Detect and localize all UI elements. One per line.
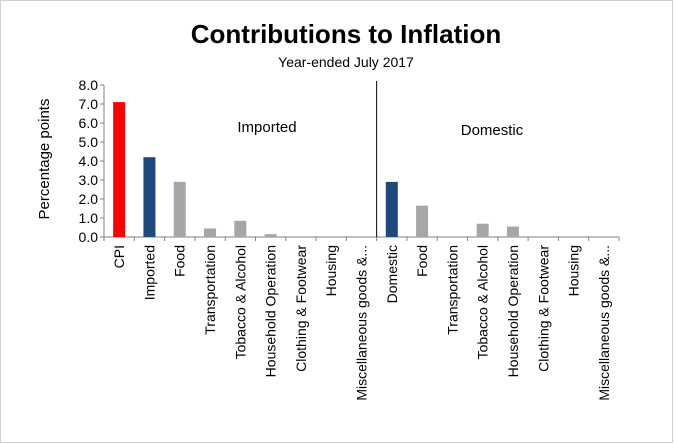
bar <box>143 157 156 237</box>
bar <box>234 220 247 237</box>
y-tick-label: 7.0 <box>79 96 99 112</box>
x-tick-label: Transportation <box>444 245 460 335</box>
x-tick-label: Miscellaneous goods &... <box>354 245 370 401</box>
x-tick-label: Housing <box>323 245 339 296</box>
x-tick-label: CPI <box>111 245 127 268</box>
bar <box>173 181 186 237</box>
chart-title: Contributions to Inflation <box>191 19 502 49</box>
bar <box>113 102 126 237</box>
x-tick-label: Food <box>414 245 430 277</box>
bar <box>506 226 519 237</box>
x-tick-label: Clothing & Footwear <box>293 245 309 372</box>
x-tick-label: Miscellaneous goods &... <box>596 245 612 401</box>
chart-subtitle: Year-ended July 2017 <box>278 54 414 70</box>
x-tick-label: Tobacco & Alcohol <box>475 245 491 359</box>
x-tick-label: Household Operation <box>263 245 279 377</box>
axes <box>103 85 620 241</box>
x-tick-label: Clothing & Footwear <box>535 245 551 372</box>
category-labels: CPI Imported Food Transportation Tobacco & A… <box>111 245 612 401</box>
y-tick-label: 3.0 <box>79 172 99 188</box>
bar <box>385 181 398 237</box>
y-tick-label: 4.0 <box>79 153 99 169</box>
x-tick-label: Domestic <box>384 245 400 303</box>
bar <box>416 205 429 237</box>
bars <box>113 102 519 237</box>
y-tick-label: 8.0 <box>79 77 99 93</box>
y-axis-label: Percentage points <box>36 99 53 220</box>
y-tick-label: 5.0 <box>79 134 99 150</box>
bar <box>204 228 217 237</box>
y-tick-label: 6.0 <box>79 115 99 131</box>
y-tick-label: 0.0 <box>79 229 99 245</box>
y-axis-ticks: 0.0 1.0 2.0 3.0 4.0 5.0 6.0 7.0 8.0 <box>79 77 104 245</box>
x-tick-label: Transportation <box>202 245 218 335</box>
y-tick-label: 2.0 <box>79 191 99 207</box>
annotation-domestic: Domestic <box>461 122 524 139</box>
x-tick-label: Tobacco & Alcohol <box>232 245 248 359</box>
x-tick-label: Household Operation <box>505 245 521 377</box>
x-tick-label: Imported <box>141 245 157 300</box>
x-tick-label: Food <box>172 245 188 277</box>
x-tick-label: Housing <box>566 245 582 296</box>
annotation-imported: Imported <box>237 119 296 136</box>
y-tick-label: 1.0 <box>79 210 99 226</box>
bar <box>264 234 277 237</box>
bar <box>476 223 489 237</box>
